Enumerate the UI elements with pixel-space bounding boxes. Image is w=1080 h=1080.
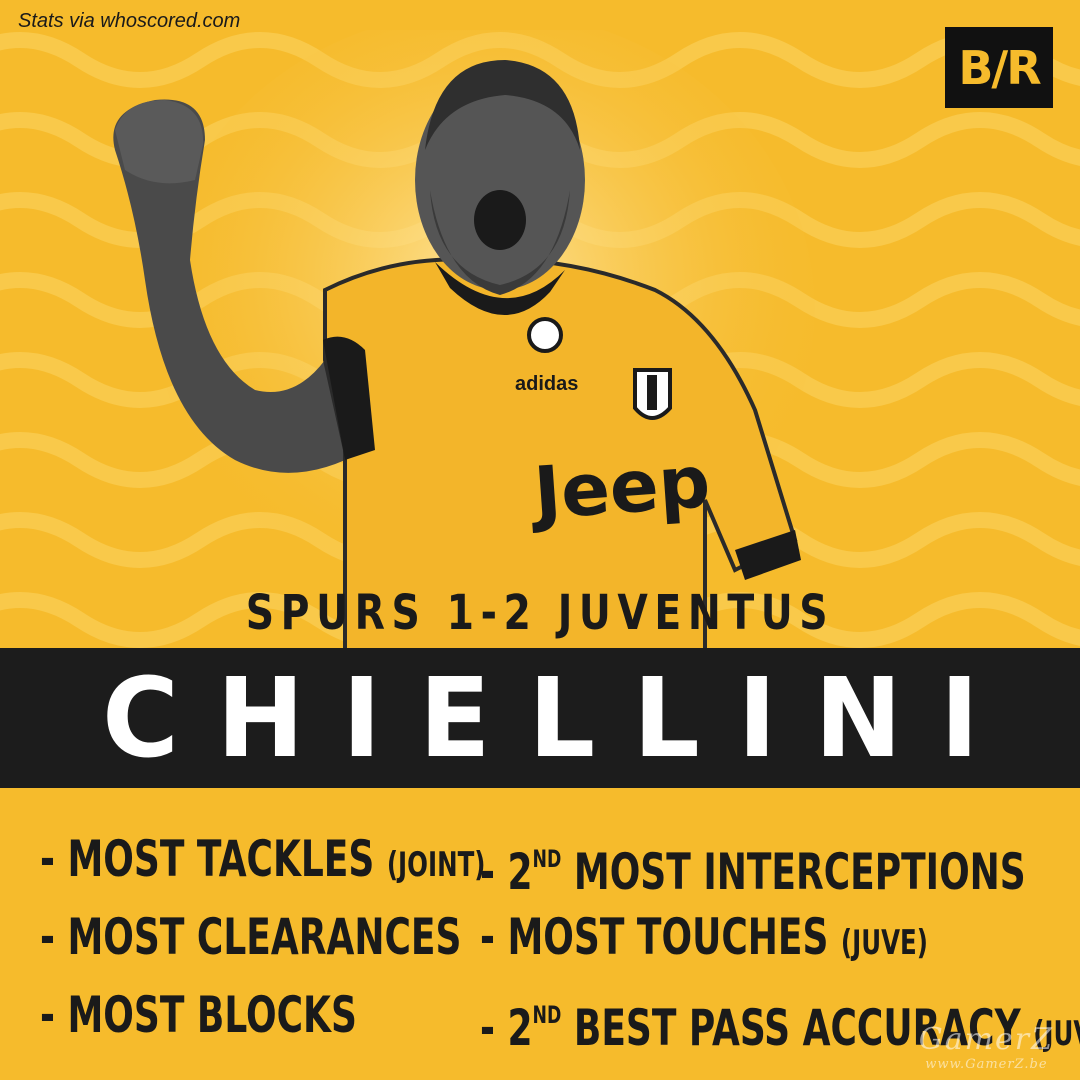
stat-item: - MOST CLEARANCES: [40, 898, 461, 976]
stat-qualifier: (JUVE): [1033, 1014, 1080, 1054]
watermark-title: GamerZ: [918, 1022, 1054, 1057]
stats-source-credit: Stats via whoscored.com: [18, 10, 241, 32]
stat-prefix: - 2: [480, 999, 533, 1057]
kit-sponsor-text: Jeep: [526, 439, 712, 535]
stats-list: - MOST TACKLES (JOINT) - 2ND MOST INTERC…: [40, 820, 1080, 1060]
stat-prefix: - 2: [480, 843, 533, 901]
stat-text: BEST PASS ACCURACY: [573, 999, 1021, 1057]
stat-text: MOST INTERCEPTIONS: [573, 843, 1026, 901]
stat-item: - MOST TOUCHES (JUVE): [480, 898, 928, 976]
stat-text: MOST CLEARANCES: [67, 908, 462, 966]
stat-item: - MOST BLOCKS: [40, 976, 357, 1054]
player-photo: adidas Jeep: [113, 30, 815, 650]
kit-brand-text: adidas: [515, 373, 578, 395]
stat-text: MOST TACKLES: [67, 830, 375, 888]
stat-ordinal-suffix: ND: [532, 845, 562, 873]
br-logo: B/R: [945, 27, 1053, 108]
stat-item: - 2ND BEST PASS ACCURACY (JUVE): [480, 976, 1080, 1057]
stat-ordinal-suffix: ND: [532, 1001, 562, 1029]
stat-prefix: -: [40, 986, 68, 1044]
gamerz-watermark: GamerZ www.GamerZ.be: [919, 1022, 1054, 1072]
player-name-bar: CHIELLINI: [0, 648, 1080, 788]
stat-text: MOST TOUCHES: [507, 908, 829, 966]
stat-prefix: -: [40, 908, 68, 966]
watermark-url: www.GamerZ.be: [925, 1057, 1048, 1072]
match-score: SPURS 1-2 JUVENTUS: [245, 585, 835, 641]
stat-qualifier: (JOINT): [386, 845, 486, 885]
stat-item: - MOST TACKLES (JOINT): [40, 820, 485, 898]
player-name: CHIELLINI: [101, 654, 1017, 782]
stat-text: MOST BLOCKS: [67, 986, 357, 1044]
stat-qualifier: (JUVE): [840, 923, 928, 963]
stat-item: - 2ND MOST INTERCEPTIONS: [480, 820, 1026, 901]
stat-prefix: -: [40, 830, 68, 888]
stat-prefix: -: [480, 908, 508, 966]
